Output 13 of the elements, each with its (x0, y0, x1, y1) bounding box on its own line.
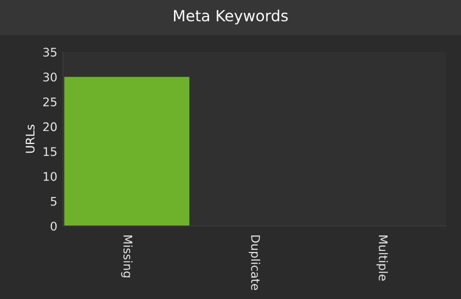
y-tick-label: 15 (44, 147, 56, 156)
y-tick-label: 10 (44, 172, 57, 181)
x-tick-label: Multiple (376, 235, 388, 281)
x-tick-label: Missing (121, 235, 133, 278)
x-tick-label: Duplicate (248, 235, 260, 290)
chart-title: Meta Keywords (174, 10, 288, 24)
y-axis-title: URLs (26, 124, 35, 153)
y-tick-label: 30 (43, 72, 57, 82)
y-tick-label: 25 (43, 97, 56, 106)
y-tick-label: 20 (43, 122, 57, 132)
y-tick-label: 5 (50, 197, 56, 206)
y-tick-label: 35 (43, 48, 56, 57)
y-tick-label: 0 (50, 222, 57, 231)
